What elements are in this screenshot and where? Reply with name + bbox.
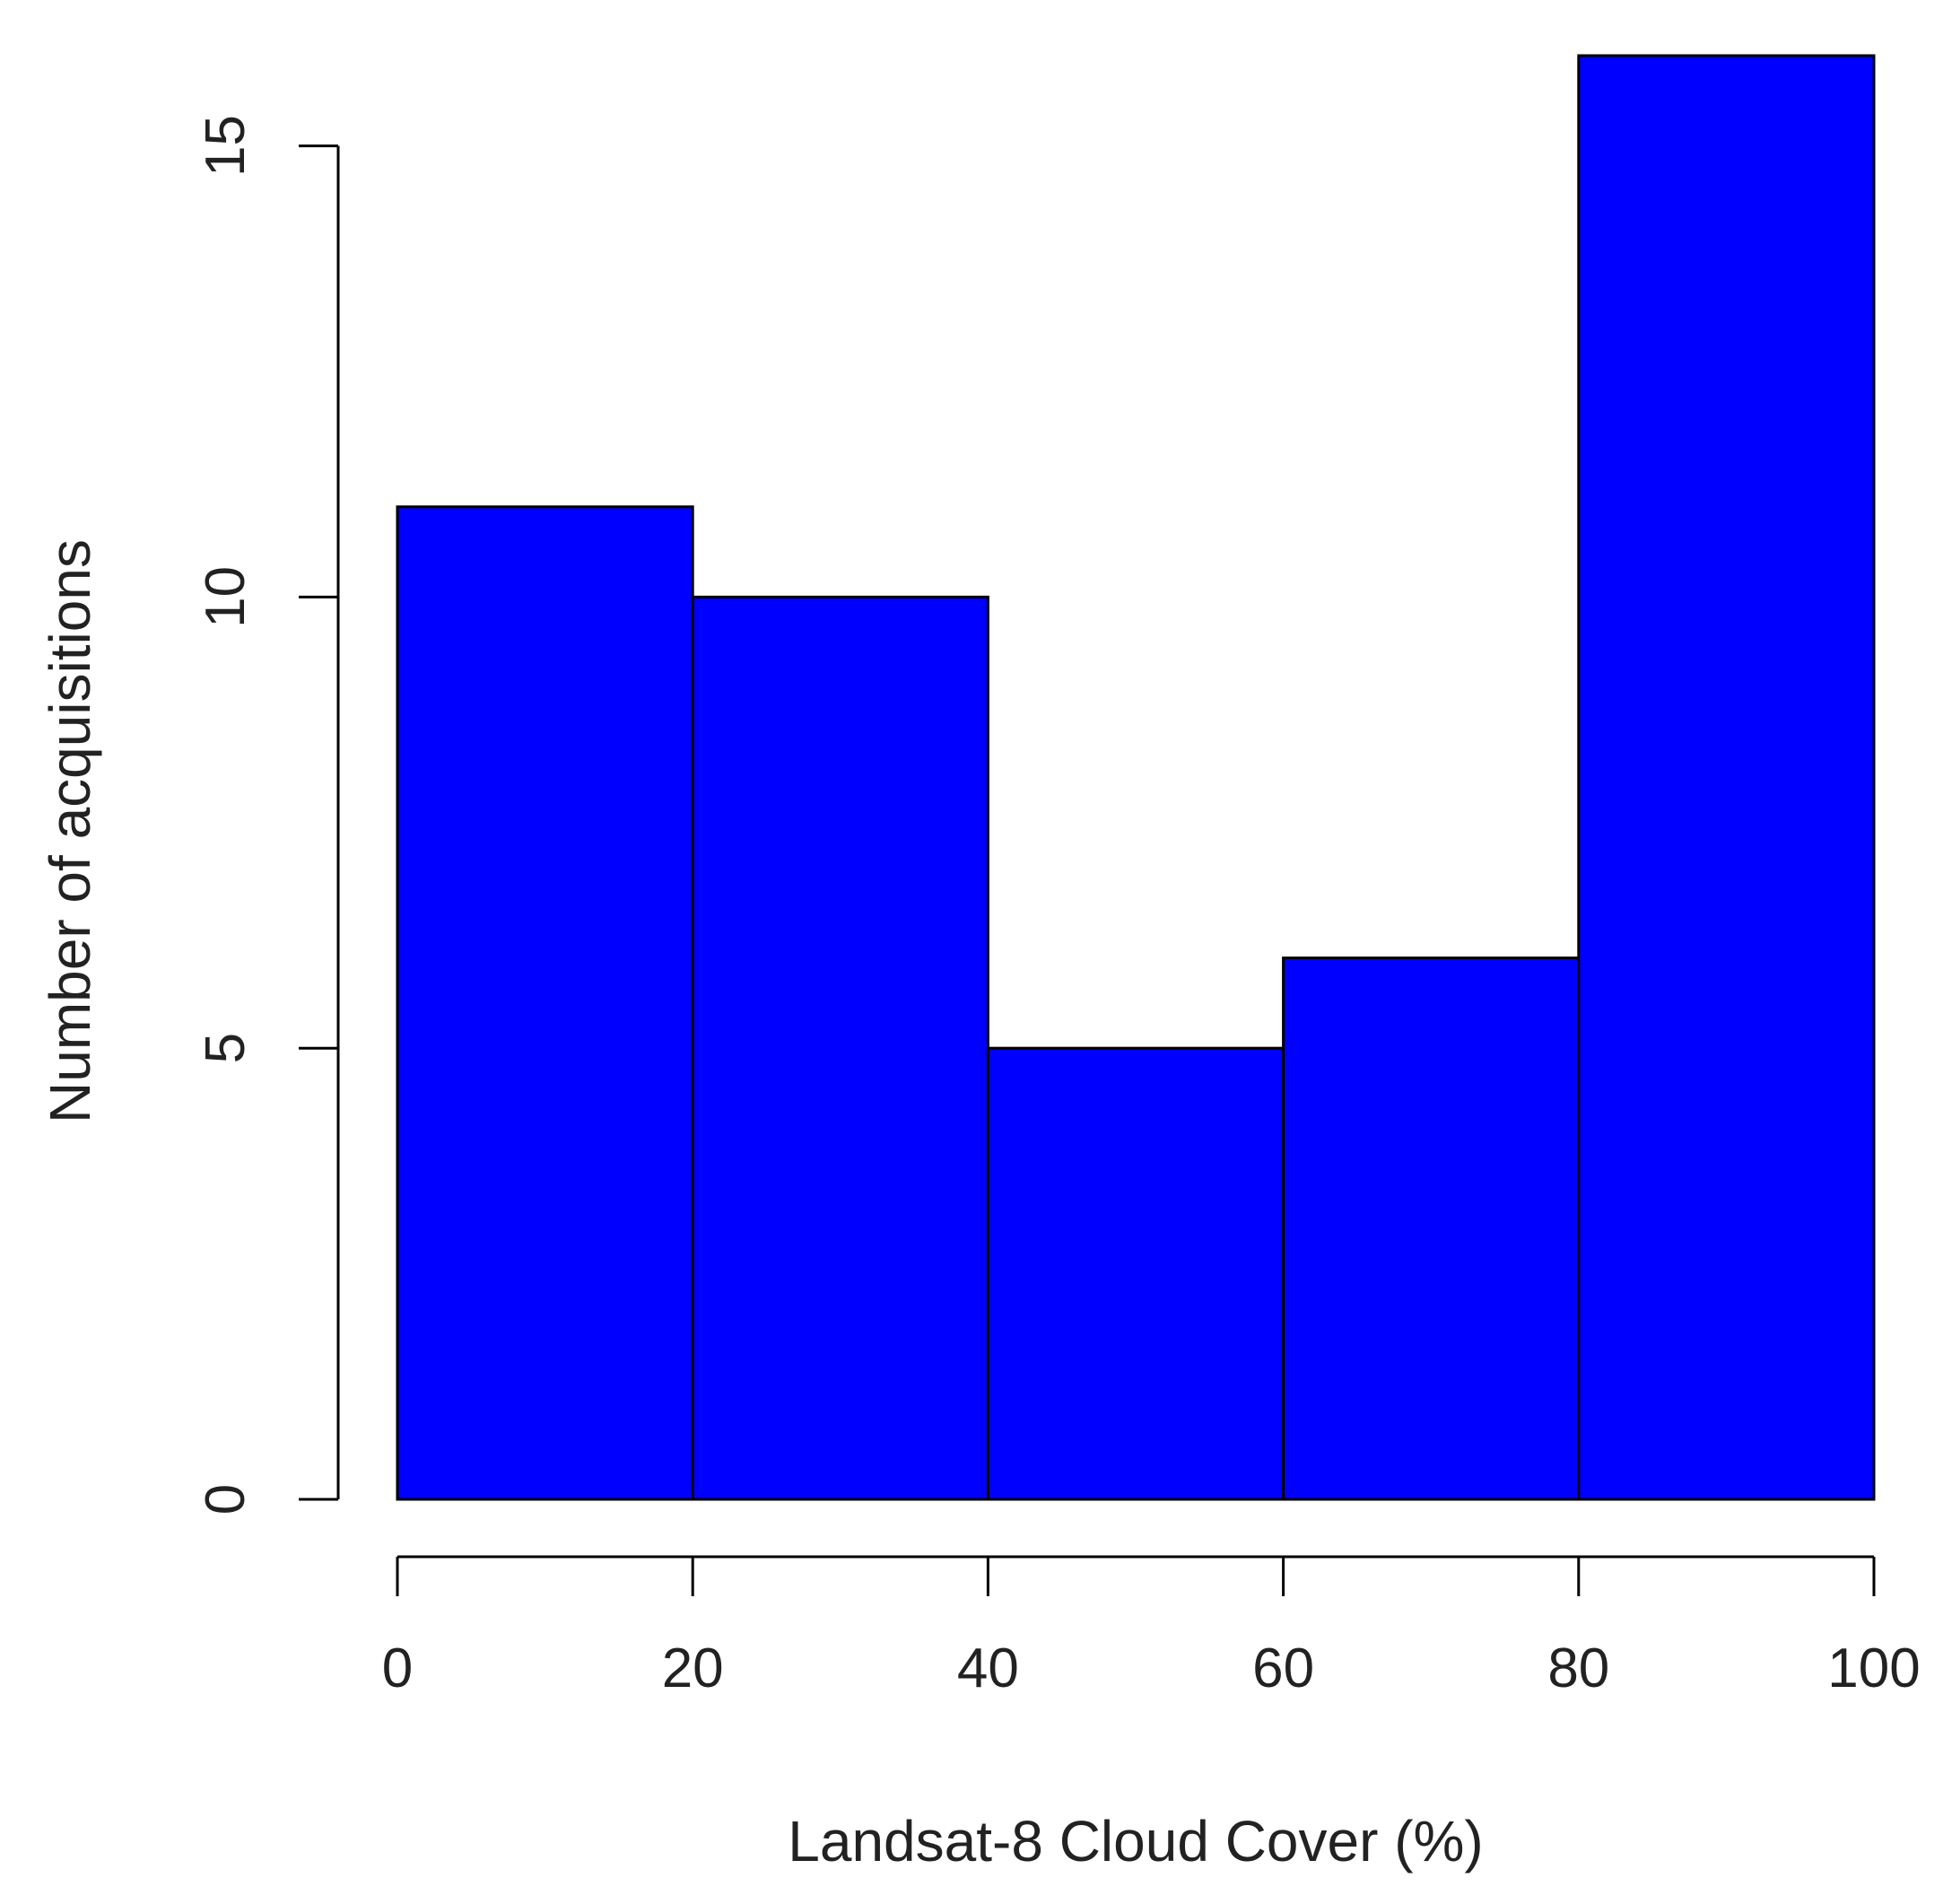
x-tick-label-0: 0: [382, 1638, 413, 1699]
y-axis: 0 5 10 15: [195, 115, 340, 1515]
histogram-bar-60-80: [1282, 956, 1581, 1501]
histogram-bar-0-20: [396, 505, 694, 1501]
histogram-bar-80-100: [1577, 54, 1876, 1501]
y-tick-label-5: 5: [195, 1033, 257, 1063]
x-tick-label-100: 100: [1827, 1638, 1920, 1699]
x-axis-label: Landsat-8 Cloud Cover (%): [788, 1809, 1483, 1873]
x-tick-label-80: 80: [1547, 1638, 1609, 1699]
x-axis: 0 20 40 60 80 100: [382, 1555, 1921, 1699]
y-axis-label: Number of acquisitions: [38, 539, 102, 1123]
histogram-bar-20-40: [691, 595, 989, 1501]
bars-group: [396, 54, 1876, 1501]
histogram-bar-40-60: [986, 1046, 1285, 1501]
y-tick-label-15: 15: [195, 115, 257, 177]
x-tick-label-60: 60: [1252, 1638, 1314, 1699]
x-tick-label-20: 20: [662, 1638, 724, 1699]
x-tick-label-40: 40: [957, 1638, 1019, 1699]
y-tick-label-0: 0: [195, 1484, 257, 1515]
y-tick-label-10: 10: [195, 566, 257, 628]
